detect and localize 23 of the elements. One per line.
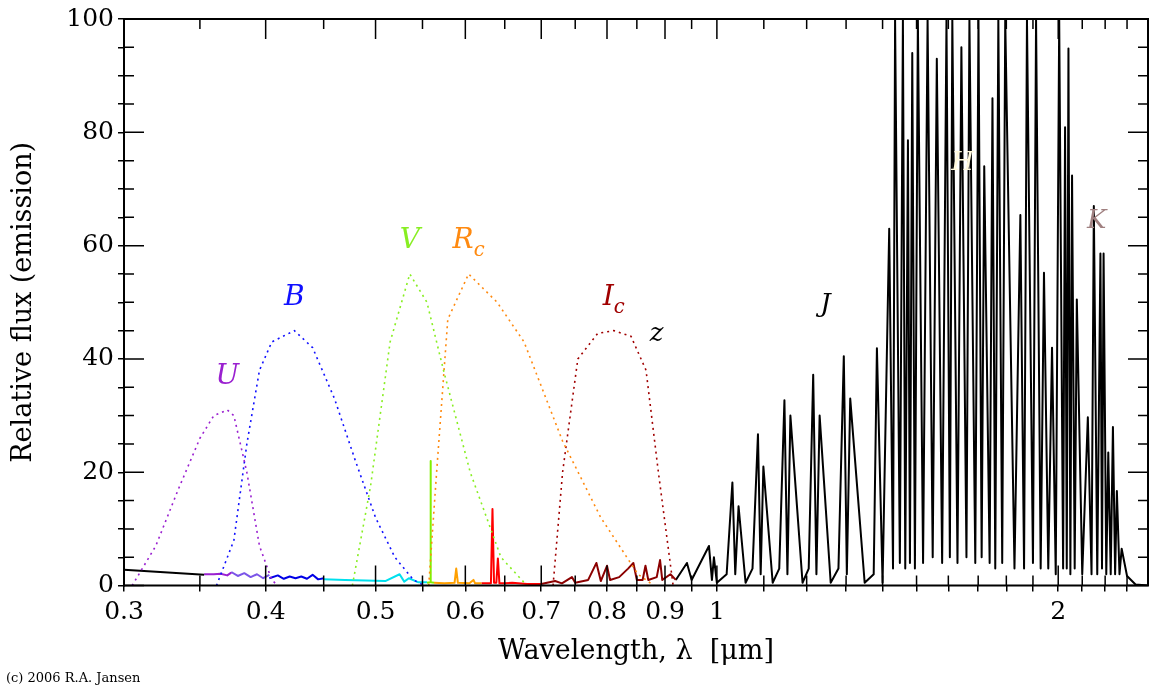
x-tick-label: 0.3	[104, 596, 144, 626]
y-tick-label: 80	[82, 115, 114, 145]
x-tick-label: 0.5	[355, 596, 396, 626]
x-tick-label: 0.8	[587, 596, 627, 626]
x-tick-label: 0.7	[521, 596, 562, 626]
x-axis-title: Wavelength, λ [μm]	[498, 633, 774, 665]
x-tick-label: 0.9	[645, 596, 685, 626]
y-tick-label: 60	[82, 229, 114, 259]
series-label: V	[399, 221, 423, 255]
y-tick-label: 20	[82, 455, 114, 485]
annotation: J	[815, 288, 833, 319]
x-tick-label: 0.4	[245, 596, 286, 626]
x-tick-label: 1	[708, 596, 725, 626]
y-tick-label: 100	[66, 2, 114, 32]
text: (c) 2006 R.A. Jansen	[6, 670, 141, 685]
y-axis-title: Relative flux (emission)	[6, 141, 38, 463]
series-label: B	[283, 278, 305, 312]
y-tick-label: 0	[98, 569, 114, 599]
x-tick-label: 2	[1050, 596, 1067, 626]
x-tick-label: 0.6	[445, 596, 486, 626]
y-tick-label: 40	[82, 342, 114, 372]
series-label: U	[215, 357, 241, 391]
annotation: z	[648, 316, 664, 347]
